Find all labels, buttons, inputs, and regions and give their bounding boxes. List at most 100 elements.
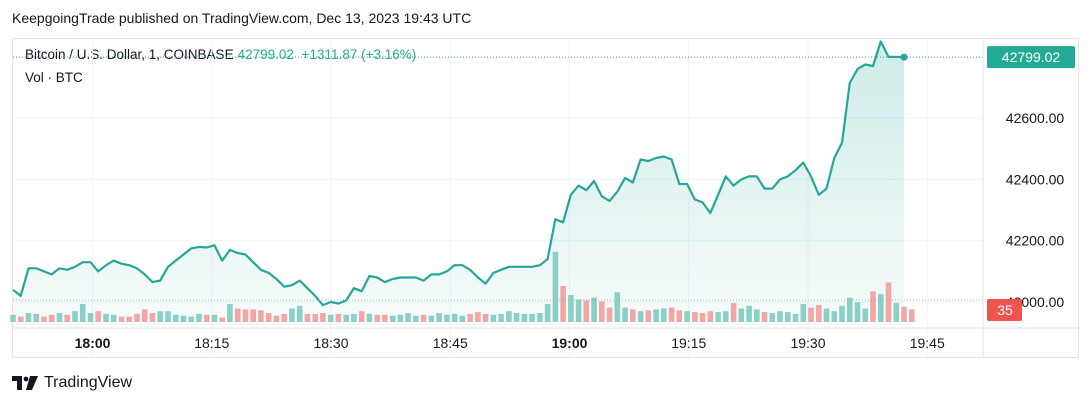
- volume-bar: [18, 316, 24, 322]
- volume-bar: [273, 315, 280, 322]
- price-line: [12, 40, 905, 307]
- tradingview-logo-icon: [12, 376, 38, 390]
- volume-bar: [234, 308, 241, 322]
- volume-bar: [808, 307, 814, 322]
- x-tick-label: 19:15: [671, 335, 706, 351]
- legend-price: 42799.02: [237, 47, 294, 62]
- x-tick-label: 19:00: [552, 335, 588, 351]
- volume-bar: [72, 311, 78, 322]
- volume-bar: [761, 312, 768, 322]
- volume-bar: [10, 314, 16, 322]
- volume-bar: [878, 294, 884, 322]
- volume-bar: [777, 311, 783, 322]
- chart-legend-symbol[interactable]: Bitcoin / U.S. Dollar, 1, COINBASE 42799.…: [25, 47, 416, 62]
- volume-bar: [645, 310, 652, 322]
- volume-bar: [707, 311, 714, 322]
- volume-label: 35: [997, 302, 1013, 318]
- volume-bar: [459, 315, 466, 322]
- volume-bar: [110, 314, 117, 322]
- volume-bar: [48, 314, 55, 322]
- volume-bar: [692, 312, 698, 322]
- x-tick-label: 18:00: [75, 335, 111, 351]
- volume-bar: [436, 313, 442, 322]
- volume-bar: [118, 316, 125, 322]
- volume-bar: [583, 300, 590, 322]
- volume-bar: [506, 311, 512, 322]
- volume-bar: [521, 313, 528, 322]
- volume-bar: [444, 314, 450, 322]
- volume-bar: [320, 313, 326, 322]
- volume-bar: [327, 314, 334, 322]
- volume-bar: [25, 313, 32, 322]
- volume-bar: [893, 303, 900, 322]
- volume-bar: [560, 286, 566, 322]
- volume-bar: [87, 313, 94, 322]
- volume-legend[interactable]: Vol · BTC: [25, 70, 83, 85]
- volume-bar: [172, 314, 179, 322]
- volume-bar: [296, 305, 303, 322]
- volume-bar: [428, 315, 435, 322]
- volume-bar: [281, 313, 287, 322]
- volume-bar: [366, 313, 373, 322]
- volume-bar: [374, 314, 380, 322]
- volume-bar: [575, 299, 582, 322]
- volume-bar: [250, 309, 256, 322]
- y-tick-label: 42600.00: [1006, 110, 1065, 126]
- volume-bar: [901, 306, 907, 322]
- volume-bar: [785, 312, 791, 322]
- volume-bar: [723, 311, 729, 322]
- volume-bar: [637, 311, 644, 322]
- volume-bar: [56, 313, 63, 322]
- volume-bar: [816, 304, 822, 322]
- volume-bar: [653, 309, 659, 322]
- volume-bar: [397, 314, 404, 322]
- volume-bar: [157, 311, 163, 322]
- volume-badge: [987, 299, 1022, 321]
- volume-bar: [289, 308, 295, 322]
- volume-bar: [599, 301, 605, 322]
- volume-bar: [909, 309, 915, 322]
- volume-bar: [180, 315, 187, 322]
- volume-bar: [754, 309, 760, 322]
- x-tick-label: 18:30: [313, 335, 348, 351]
- volume-bar: [885, 282, 892, 322]
- symbol-name: Bitcoin / U.S. Dollar, 1, COINBASE: [25, 47, 234, 62]
- price-area-fill: [13, 41, 904, 325]
- volume-bar: [591, 297, 597, 322]
- volume-bar: [33, 313, 40, 322]
- volume-bar: [389, 315, 396, 322]
- volume-bar: [405, 313, 411, 322]
- volume-bar: [792, 313, 799, 322]
- volume-bar: [730, 303, 737, 322]
- volume-bar: [738, 308, 745, 322]
- volume-bar: [699, 313, 706, 322]
- volume-bar: [242, 309, 249, 322]
- volume-bar: [413, 315, 419, 322]
- volume-bar: [529, 313, 535, 322]
- volume-bar: [467, 313, 473, 322]
- volume-bar: [358, 311, 365, 322]
- volume-bar: [568, 295, 574, 322]
- volume-bar: [606, 307, 613, 322]
- volume-bar: [715, 312, 721, 322]
- volume-bar: [676, 310, 683, 322]
- volume-bar: [219, 317, 225, 322]
- volume-bar: [258, 310, 264, 322]
- volume-bar: [134, 313, 140, 322]
- x-tick-label: 18:45: [433, 335, 468, 351]
- volume-bar: [668, 307, 675, 322]
- volume-bar: [490, 314, 497, 322]
- x-tick-label: 19:45: [910, 335, 945, 351]
- volume-bar: [475, 312, 481, 322]
- volume-bar: [498, 313, 504, 322]
- x-tick-label: 19:30: [790, 335, 825, 351]
- last-price-label: 42799.02: [1002, 49, 1061, 65]
- volume-bar: [769, 313, 776, 322]
- tradingview-footer[interactable]: TradingView: [12, 374, 132, 392]
- volume-bar: [661, 308, 667, 322]
- volume-bar: [312, 313, 318, 322]
- volume-bar: [41, 316, 47, 322]
- volume-bar: [335, 313, 342, 322]
- volume-bar: [165, 311, 171, 322]
